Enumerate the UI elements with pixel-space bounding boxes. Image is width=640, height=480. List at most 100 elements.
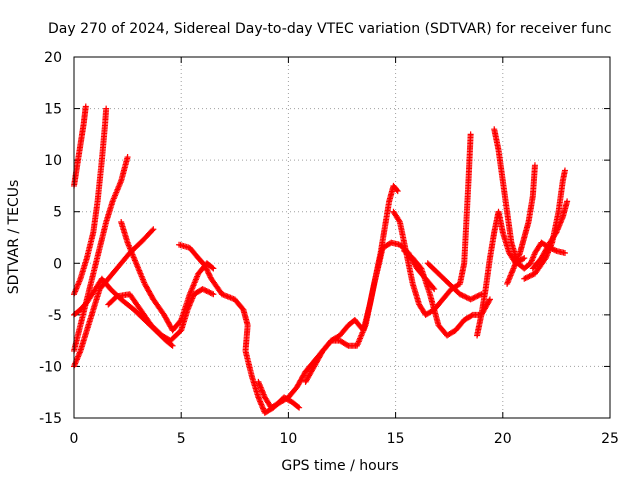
y-tick-label: 10 (44, 153, 62, 169)
series-arc-c (71, 154, 131, 354)
data-point (474, 293, 481, 300)
y-tick-label: 20 (44, 50, 62, 66)
plot-frame (73, 56, 611, 419)
data-point (475, 292, 482, 299)
data-point (169, 342, 176, 349)
series-arc-b (71, 105, 110, 298)
y-tick-label: 5 (53, 205, 62, 221)
data-point (394, 188, 401, 195)
data-point (205, 288, 211, 295)
data-point (527, 272, 534, 279)
data-point (203, 266, 210, 273)
series-arc-i (255, 182, 401, 411)
data-point (202, 263, 209, 270)
data-point (467, 296, 474, 303)
data-point (295, 403, 302, 410)
data-point (462, 293, 469, 300)
data-point (468, 295, 475, 302)
data-point (210, 291, 217, 298)
data-point (529, 271, 536, 278)
series-arc-f (105, 286, 217, 344)
data-point (209, 290, 216, 297)
tick-labels: 0 5 10 15 20 25 -15 -10 -5 0 5 10 15 20 (39, 50, 619, 447)
data-point (525, 273, 532, 280)
data-point (203, 265, 210, 272)
axis-ticks (73, 56, 611, 419)
y-tick-label: 15 (44, 102, 62, 118)
data-point (205, 269, 211, 276)
data-point (203, 288, 210, 295)
data-point (168, 341, 175, 348)
data-marks (71, 103, 571, 416)
series-arc-g (118, 219, 217, 334)
x-tick-label: 20 (494, 431, 512, 447)
series-arc-a (71, 103, 89, 189)
data-point (470, 295, 477, 302)
x-tick-label: 5 (177, 431, 186, 447)
data-point (564, 198, 571, 205)
data-point (393, 187, 400, 194)
data-point (82, 103, 89, 110)
data-point (552, 247, 559, 254)
data-point (456, 291, 463, 298)
data-point (207, 289, 214, 296)
data-point (210, 265, 217, 272)
data-point (521, 275, 528, 282)
data-point (209, 264, 216, 271)
data-point (431, 286, 438, 293)
data-point (473, 293, 479, 300)
data-point (202, 287, 209, 294)
series-arc-p (504, 162, 538, 287)
data-point (552, 230, 559, 237)
data-point (124, 154, 131, 161)
data-point (463, 294, 470, 301)
data-point (396, 217, 403, 224)
data-point (204, 267, 211, 274)
data-point (467, 131, 474, 138)
data-point (199, 286, 206, 293)
data-point (468, 312, 475, 319)
chart-title: Day 270 of 2024, Sidereal Day-to-day VTE… (48, 21, 612, 37)
series-arc-l (401, 247, 493, 339)
series-arc-n (474, 208, 528, 339)
y-tick-label: -5 (48, 308, 62, 324)
series-arc-m (424, 260, 485, 303)
series-arc-r (529, 198, 571, 272)
data-point (561, 167, 568, 174)
data-point (460, 293, 467, 300)
data-point (521, 255, 528, 262)
data-point (430, 284, 437, 291)
data-point (561, 249, 568, 256)
x-tick-label: 15 (387, 431, 405, 447)
y-tick-label: -15 (39, 411, 62, 427)
data-point (458, 291, 465, 298)
grid (74, 57, 610, 418)
x-tick-label: 25 (601, 431, 619, 447)
data-point (206, 273, 213, 280)
x-tick-label: 0 (70, 431, 79, 447)
data-point (471, 294, 478, 301)
data-point (206, 271, 213, 278)
x-tick-label: 10 (279, 431, 297, 447)
y-tick-label: -10 (39, 359, 62, 375)
data-point (531, 162, 538, 169)
data-point (296, 404, 303, 411)
data-point (200, 286, 207, 293)
data-point (344, 342, 351, 349)
y-axis-label: SDTVAR / TECUs (6, 180, 22, 295)
data-point (206, 289, 213, 296)
data-point (526, 273, 533, 280)
data-point (201, 262, 208, 269)
data-point (464, 295, 471, 302)
data-point (486, 297, 493, 304)
series-arc-k (390, 131, 474, 318)
data-point (149, 227, 156, 234)
x-axis-label: GPS time / hours (281, 458, 398, 474)
data-point (478, 291, 485, 298)
data-point (150, 226, 157, 233)
y-tick-label: 0 (53, 256, 62, 272)
data-point (205, 270, 212, 277)
data-point (523, 274, 530, 281)
series-arc-h (176, 241, 303, 416)
